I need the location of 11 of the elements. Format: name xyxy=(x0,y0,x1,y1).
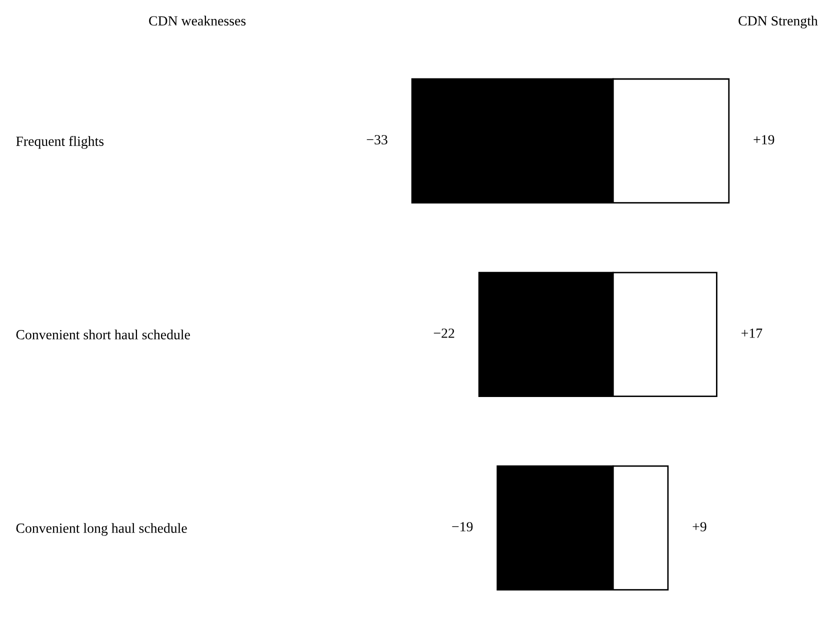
text: CDN Strength xyxy=(738,16,818,28)
text: CDN weaknesses xyxy=(149,16,246,26)
data-label: −33 xyxy=(366,135,388,144)
data-label: +17 xyxy=(742,328,762,338)
y-tick-label: Convenient long haul schedule xyxy=(16,523,187,536)
data-label: +9 xyxy=(692,522,706,532)
data-label: −19 xyxy=(452,522,473,532)
y-tick-label: Convenient short haul schedule xyxy=(16,330,190,340)
data-label: +19 xyxy=(754,135,774,144)
data-label: −22 xyxy=(434,328,454,338)
y-tick-label: Frequent flights xyxy=(16,136,104,149)
